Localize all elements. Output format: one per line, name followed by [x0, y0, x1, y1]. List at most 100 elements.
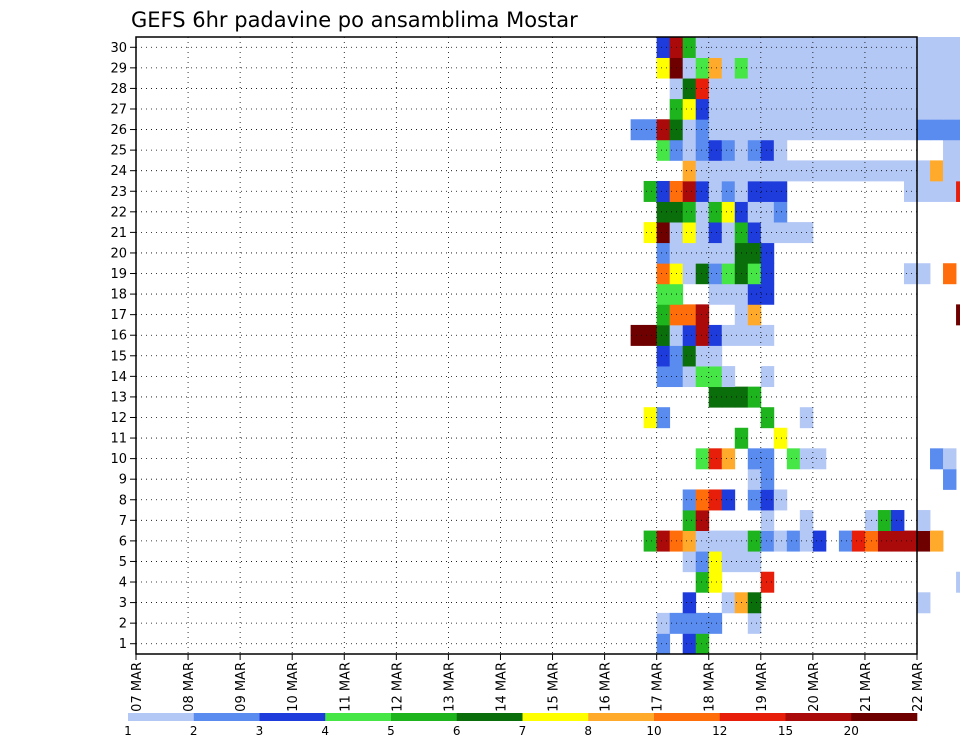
- cell-m30-t62: [943, 37, 957, 58]
- cell-m29-t52: [812, 57, 827, 79]
- cell-m30-t61: [930, 37, 944, 58]
- cell-m28-t53: [825, 78, 840, 100]
- cell-m20-t47: [747, 242, 762, 264]
- cell-m25-t40: [656, 139, 671, 161]
- cell-m26-t58: [890, 119, 905, 141]
- cell-m29-t48: [760, 57, 775, 79]
- colorbar-label: 2: [190, 724, 198, 738]
- cell-m27-t42: [682, 98, 697, 120]
- y-tick-label: 23: [110, 185, 127, 200]
- y-tick-label: 29: [110, 61, 127, 76]
- cell-m23-t40: [656, 180, 671, 202]
- cell-m24-t49: [773, 160, 788, 182]
- colorbar-label: 6: [453, 724, 461, 738]
- cell-m22-t44: [708, 201, 723, 223]
- cell-m24-t59: [903, 160, 918, 182]
- cell-m29-t55: [851, 57, 866, 79]
- cell-m6-t54: [838, 530, 853, 552]
- y-tick-label: 2: [119, 617, 127, 632]
- cell-m1-t43: [695, 633, 710, 655]
- dotted-grid: [136, 37, 917, 654]
- cell-m2-t42: [682, 612, 697, 634]
- cell-m30-t49: [773, 37, 788, 58]
- y-tick-label: 19: [110, 267, 127, 282]
- y-tick-label: 30: [110, 41, 127, 56]
- chart-title: GEFS 6hr padavine po ansamblima Mostar: [131, 8, 578, 32]
- y-tick-label: 27: [110, 102, 127, 117]
- cell-m6-t58: [890, 530, 905, 552]
- cell-m9-t47: [747, 468, 762, 490]
- cell-m19-t44: [708, 263, 723, 285]
- cell-m23-t63: [956, 180, 960, 202]
- cell-m16-t39: [643, 324, 658, 346]
- cell-m6-t50: [786, 530, 801, 552]
- cell-m22-t48: [760, 201, 775, 223]
- cell-m2-t43: [695, 612, 710, 634]
- cell-m30-t52: [812, 37, 827, 58]
- cell-m20-t40: [656, 242, 671, 264]
- cell-m26-t47: [747, 119, 762, 141]
- cell-m17-t43: [695, 304, 710, 326]
- x-tick-label: 21 MAR: [859, 662, 874, 712]
- cell-m28-t63: [956, 78, 960, 100]
- cell-m30-t44: [708, 37, 723, 58]
- cell-m10-t44: [708, 448, 723, 470]
- cell-m15-t44: [708, 345, 723, 367]
- cell-m30-t53: [825, 37, 840, 58]
- cell-m19-t42: [682, 263, 697, 285]
- cell-m1-t42: [682, 633, 697, 655]
- colorbar-label: 1: [124, 724, 132, 738]
- x-tick-label: 15 MAR: [547, 662, 562, 712]
- cell-m6-t47: [747, 530, 762, 552]
- cell-m21-t47: [747, 222, 762, 244]
- cell-m26-t60: [917, 119, 931, 141]
- cell-m29-t53: [825, 57, 840, 79]
- x-tick-label: 11 MAR: [338, 662, 353, 712]
- heatmap-cells: [630, 37, 960, 655]
- cell-m27-t62: [943, 98, 957, 120]
- cell-m26-t54: [838, 119, 853, 141]
- colorbar-swatch: [259, 713, 326, 721]
- cell-m24-t47: [747, 160, 762, 182]
- cell-m3-t60: [917, 592, 931, 614]
- cell-m28-t60: [917, 78, 931, 100]
- cell-m29-t50: [786, 57, 801, 79]
- cell-m8-t43: [695, 489, 710, 511]
- colorbar-swatch: [128, 713, 195, 721]
- cell-m20-t44: [708, 242, 723, 264]
- cell-m6-t60: [917, 530, 931, 552]
- cell-m19-t48: [760, 263, 775, 285]
- colorbar-label: 4: [321, 724, 329, 738]
- cell-m21-t50: [786, 222, 801, 244]
- cell-m10-t45: [721, 448, 736, 470]
- cell-m10-t43: [695, 448, 710, 470]
- cell-m20-t42: [682, 242, 697, 264]
- cell-m30-t48: [760, 37, 775, 58]
- cell-m24-t53: [825, 160, 840, 182]
- cell-m16-t45: [721, 324, 736, 346]
- x-tick-label: 16 MAR: [599, 662, 614, 712]
- cell-m26-t52: [812, 119, 827, 141]
- cell-m3-t42: [682, 592, 697, 614]
- cell-m18-t48: [760, 283, 775, 305]
- cell-m28-t47: [747, 78, 762, 100]
- cell-m25-t42: [682, 139, 697, 161]
- cell-m20-t43: [695, 242, 710, 264]
- cell-m30-t47: [747, 37, 762, 58]
- cell-m21-t48: [760, 222, 775, 244]
- cell-m19-t43: [695, 263, 710, 285]
- cell-m29-t49: [773, 57, 788, 79]
- x-tick-label: 08 MAR: [182, 662, 197, 712]
- y-tick-label: 25: [110, 144, 127, 159]
- cell-m25-t48: [760, 139, 775, 161]
- cell-m25-t49: [773, 139, 788, 161]
- cell-m3-t47: [747, 592, 762, 614]
- cell-m2-t44: [708, 612, 723, 634]
- cell-m22-t40: [656, 201, 671, 223]
- cell-m27-t59: [903, 98, 918, 120]
- cell-m1-t40: [656, 633, 671, 655]
- cell-m13-t45: [721, 386, 736, 408]
- y-tick-label: 9: [119, 473, 127, 488]
- cell-m26-t40: [656, 119, 671, 141]
- colorbar-label: 3: [256, 724, 264, 738]
